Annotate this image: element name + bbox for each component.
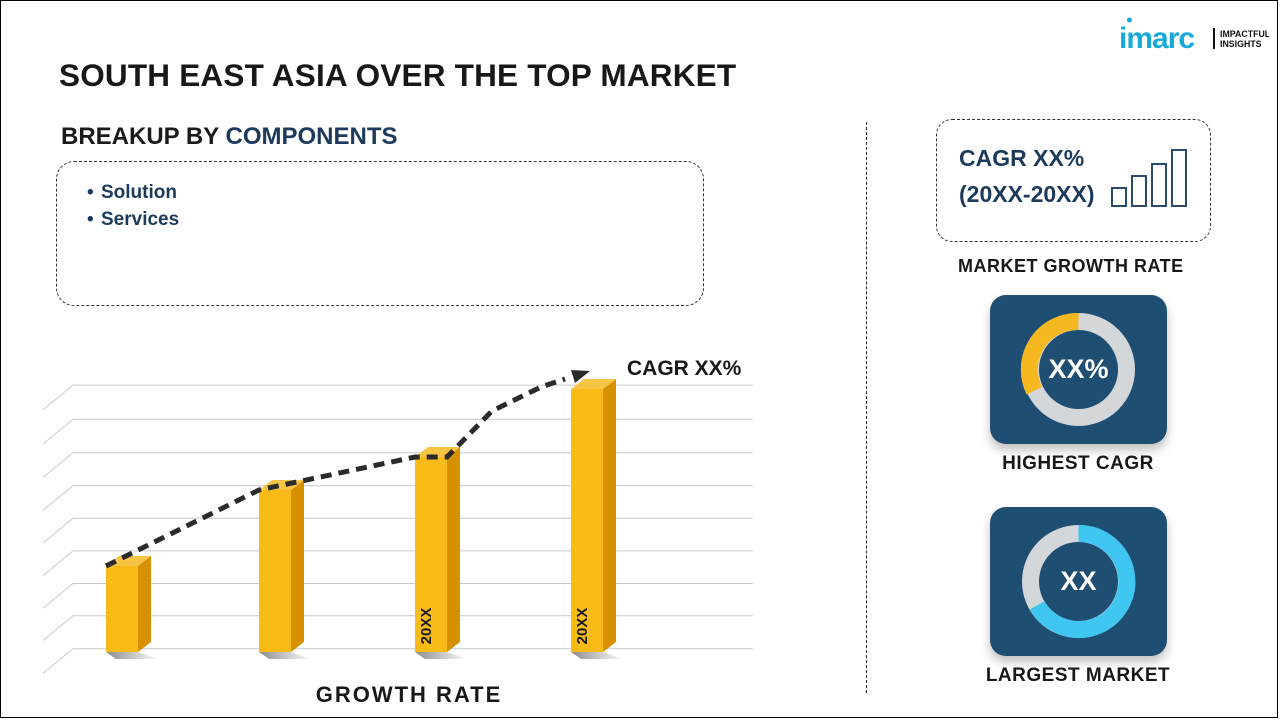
svg-text:20XX: 20XX <box>418 608 435 645</box>
svg-text:XX: XX <box>1060 566 1096 596</box>
svg-text:imarc: imarc <box>1119 22 1194 55</box>
svg-text:CAGR XX%: CAGR XX% <box>627 357 742 380</box>
svg-text:XX%: XX% <box>1048 354 1108 384</box>
svg-text:IMPACTFUL: IMPACTFUL <box>1220 29 1269 39</box>
svg-text:INSIGHTS: INSIGHTS <box>1220 39 1262 49</box>
svg-text:20XX: 20XX <box>574 608 591 645</box>
